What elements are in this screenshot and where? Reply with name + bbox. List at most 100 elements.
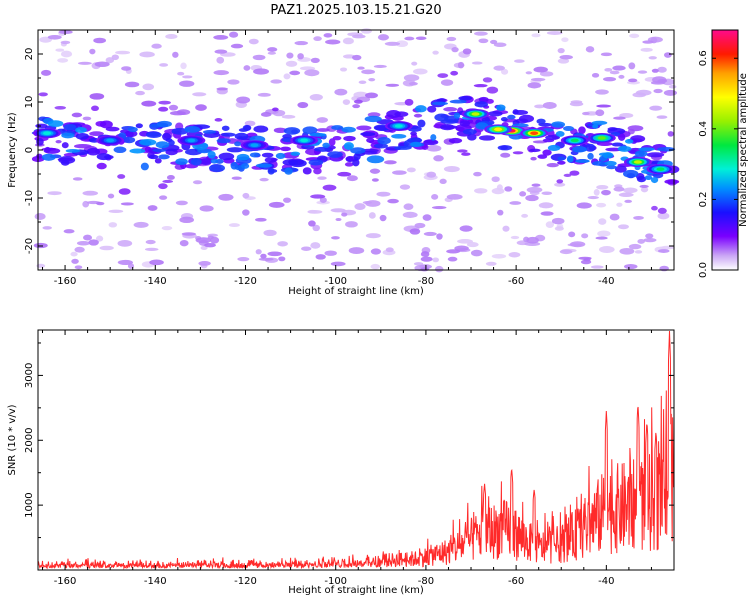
heatmap-cell xyxy=(617,145,632,152)
heatmap-cell xyxy=(431,193,439,200)
heatmap-cell xyxy=(214,118,223,122)
heatmap-cell xyxy=(172,51,179,58)
heatmap-cell xyxy=(357,66,365,70)
heatmap-cell xyxy=(449,99,467,104)
heatmap-cell xyxy=(537,154,548,159)
heatmap-cell xyxy=(281,114,296,119)
heatmap-cell xyxy=(413,262,424,266)
heatmap-cell xyxy=(158,154,170,160)
heatmap-cell xyxy=(301,246,312,251)
heatmap-cell xyxy=(204,242,216,248)
heatmap-cell xyxy=(635,89,652,96)
heatmap-cell xyxy=(618,192,634,197)
heatmap-cell xyxy=(354,203,366,211)
heatmap-cell xyxy=(302,167,312,175)
heatmap-cell xyxy=(519,191,527,197)
heatmap-cell xyxy=(491,176,500,183)
snr-x-label: Height of straight line (km) xyxy=(288,585,424,596)
heatmap-cell xyxy=(446,249,461,254)
heatmap-cell xyxy=(512,109,519,115)
heatmap-cell xyxy=(123,136,136,144)
heatmap-cell xyxy=(316,117,329,123)
heatmap-cell xyxy=(493,42,507,47)
heatmap-cell xyxy=(55,48,65,52)
heatmap-cell xyxy=(61,142,69,149)
heatmap-cell xyxy=(76,240,90,246)
heatmap-cell xyxy=(38,92,48,97)
heatmap-cell xyxy=(440,79,454,86)
heatmap-cell xyxy=(491,253,507,259)
snr-y-tick-label: 1000 xyxy=(24,492,35,517)
heatmap-cell xyxy=(639,184,649,188)
snr-y-axis: 1000 2000 3000 xyxy=(24,342,674,539)
heatmap-cell xyxy=(431,206,447,210)
heatmap-cell xyxy=(297,101,309,109)
heatmap-cell xyxy=(337,171,352,177)
heatmap-cell xyxy=(569,101,584,107)
heatmap-cell xyxy=(657,212,670,220)
heatmap-cell xyxy=(60,159,70,166)
heatmap-cell xyxy=(478,38,489,44)
heatmap-cell xyxy=(559,54,573,60)
heatmap-cell xyxy=(124,81,140,88)
heatmap-cell xyxy=(613,116,626,120)
heatmap-cell xyxy=(618,74,625,79)
heatmap-cell xyxy=(57,58,69,63)
heatmap-cell xyxy=(352,34,366,39)
heatmap-cell xyxy=(345,156,354,163)
heatmap-cell xyxy=(343,135,356,142)
heatmap-cell xyxy=(414,105,427,113)
heatmap-cell xyxy=(310,57,320,63)
heatmap-cell xyxy=(601,189,611,196)
heatmap-cell xyxy=(663,52,672,58)
heatmap-cell xyxy=(169,111,186,116)
heatmap-cell xyxy=(268,201,285,208)
snr-y-tick-label: 2000 xyxy=(24,428,35,453)
heatmap-cell xyxy=(242,192,250,199)
heatmap-cell xyxy=(286,52,294,59)
heatmap-cell xyxy=(82,190,99,196)
heatmap-cell xyxy=(47,191,62,196)
heatmap-cell xyxy=(370,263,381,270)
heatmap-cell xyxy=(192,180,203,185)
heatmap-cell xyxy=(60,40,71,45)
heatmap-cell xyxy=(179,239,189,247)
heatmap-cell xyxy=(473,171,482,177)
heatmap-cell xyxy=(587,152,594,160)
heatmap-cell xyxy=(664,179,680,185)
heatmap-cell xyxy=(596,202,607,208)
heatmap-cell xyxy=(568,231,576,238)
heatmap-cell xyxy=(509,201,522,205)
colorbar-ticks: 0.0 0.2 0.4 0.6 xyxy=(698,50,738,278)
heatmap-cell xyxy=(500,152,511,158)
heatmap-cell xyxy=(408,82,418,86)
heatmap-cell xyxy=(257,92,271,97)
heatmap-cell xyxy=(259,177,269,182)
heatmap-cell xyxy=(220,132,236,137)
heatmap-cell xyxy=(432,257,440,263)
heatmap-cell xyxy=(168,104,179,111)
heatmap-cell xyxy=(394,145,412,150)
heatmap-cell xyxy=(135,90,145,96)
heatmap-hotspot xyxy=(394,124,403,128)
heatmap-cell xyxy=(328,138,336,146)
spectrogram-y-tick-label: 0 xyxy=(24,147,35,153)
heatmap-cell xyxy=(657,249,670,253)
heatmap-cell xyxy=(74,246,85,253)
heatmap-cell xyxy=(533,66,548,73)
heatmap-cell xyxy=(334,88,348,96)
heatmap-cell xyxy=(218,152,235,161)
heatmap-cell xyxy=(267,47,278,52)
heatmap-cell xyxy=(569,170,580,176)
heatmap-cell xyxy=(346,175,358,182)
heatmap-cell xyxy=(528,148,541,153)
heatmap-cell xyxy=(127,126,138,133)
spectrogram-x-tick-label: -160 xyxy=(54,276,77,287)
spectrogram-x-tick-label: -40 xyxy=(598,276,614,287)
heatmap-cell xyxy=(331,125,344,131)
heatmap-cell xyxy=(420,256,433,262)
heatmap-cell xyxy=(667,131,674,137)
heatmap-cell xyxy=(485,261,497,266)
heatmap-cell xyxy=(181,232,196,236)
heatmap-cell xyxy=(541,191,553,196)
